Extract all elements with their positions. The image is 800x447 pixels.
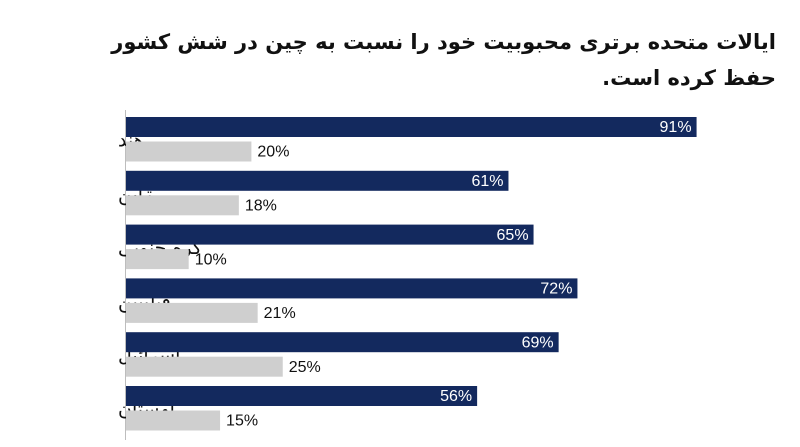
data-label-primary: 65%	[497, 227, 529, 244]
bar-comparison	[126, 141, 252, 162]
data-label-primary: 69%	[522, 334, 554, 351]
data-label-primary: 56%	[440, 388, 472, 405]
data-label-comparison: 21%	[264, 305, 296, 322]
data-label-primary: 61%	[471, 173, 503, 190]
bar-primary	[126, 224, 534, 245]
chart-title: ایالات متحده برتری محبوبیت خود را نسبت ب…	[111, 30, 776, 90]
bar-primary	[126, 278, 578, 299]
bar-primary	[126, 170, 509, 191]
bar-comparison	[126, 410, 221, 431]
bar-primary	[126, 117, 697, 137]
data-label-comparison: 25%	[289, 359, 321, 376]
bar-comparison	[126, 249, 189, 270]
data-label-comparison: 10%	[195, 251, 227, 268]
bar-comparison	[126, 195, 239, 216]
bar-comparison	[126, 356, 283, 377]
data-label-comparison: 15%	[226, 413, 258, 430]
data-label-primary: 91%	[660, 119, 692, 136]
data-label-primary: 72%	[540, 281, 572, 298]
bar-comparison	[126, 302, 258, 323]
data-label-comparison: 18%	[245, 198, 277, 215]
data-label-comparison: 20%	[257, 144, 289, 161]
bar-primary	[126, 386, 478, 406]
bar-primary	[126, 332, 559, 353]
